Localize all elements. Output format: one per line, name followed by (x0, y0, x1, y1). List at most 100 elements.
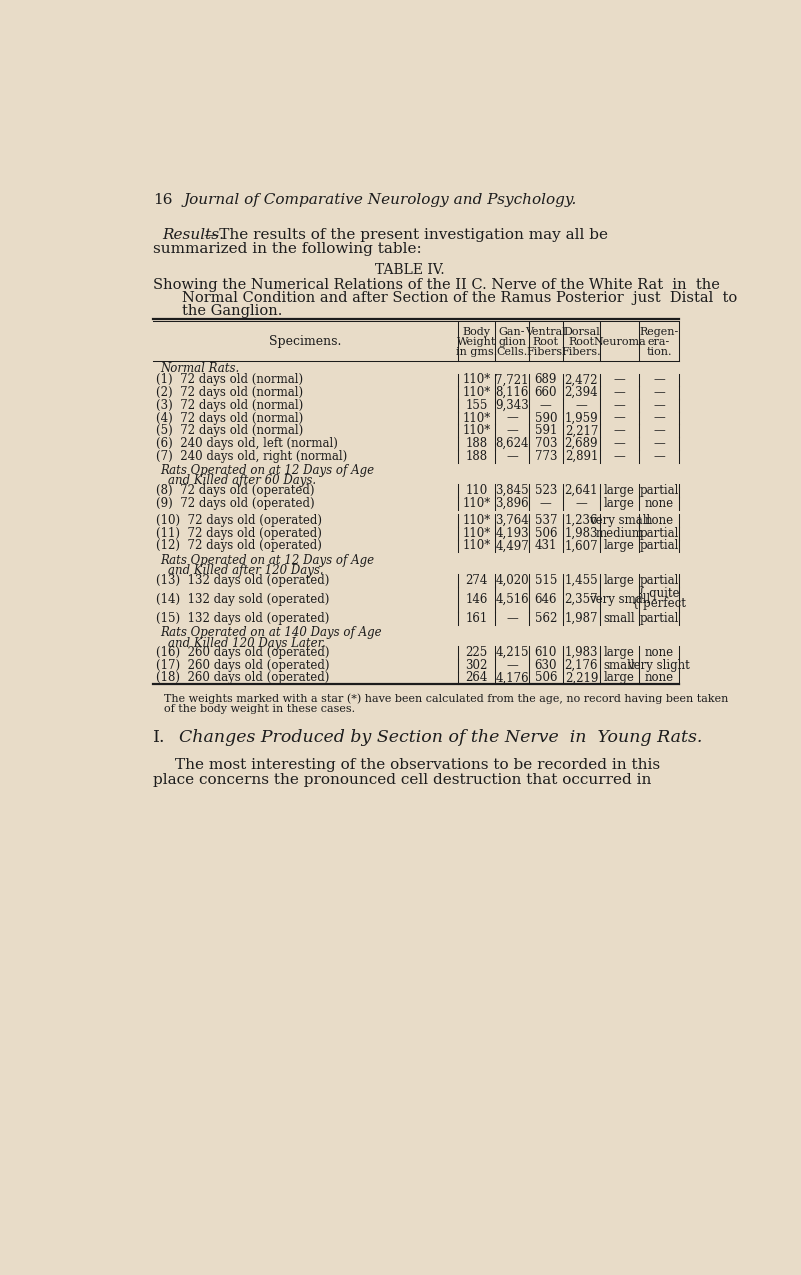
Text: (17)  260 days old (operated): (17) 260 days old (operated) (156, 659, 367, 672)
Text: Root: Root (569, 337, 594, 347)
Text: large: large (604, 646, 635, 659)
Text: 2,357: 2,357 (565, 593, 598, 606)
Text: 4,215: 4,215 (495, 646, 529, 659)
Text: 110*: 110* (463, 539, 491, 552)
Text: 1,987: 1,987 (565, 612, 598, 625)
Text: Fibers.: Fibers. (562, 347, 602, 357)
Text: (13)  132 days old (operated): (13) 132 days old (operated) (156, 574, 367, 586)
Text: small: small (604, 659, 635, 672)
Text: Root: Root (533, 337, 559, 347)
Text: 4,176: 4,176 (495, 672, 529, 685)
Text: 155: 155 (465, 399, 488, 412)
Text: —: — (614, 374, 626, 386)
Text: 2,891: 2,891 (565, 450, 598, 463)
Text: none: none (644, 672, 674, 685)
Text: 302: 302 (465, 659, 488, 672)
Text: of the body weight in these cases.: of the body weight in these cases. (163, 704, 355, 714)
Text: —: — (540, 399, 552, 412)
Text: 2,394: 2,394 (565, 386, 598, 399)
Text: 506: 506 (534, 527, 557, 539)
Text: 3,764: 3,764 (495, 514, 529, 527)
Text: and Killed after 60 Days.: and Killed after 60 Days. (168, 474, 316, 487)
Text: place concerns the pronounced cell destruction that occurred in: place concerns the pronounced cell destr… (153, 773, 651, 787)
Text: large: large (604, 484, 635, 497)
Text: —The results of the present investigation may all be: —The results of the present investigatio… (204, 228, 608, 242)
Text: very small: very small (589, 514, 650, 527)
Text: 9,343: 9,343 (495, 399, 529, 412)
Text: { quite: { quite (638, 586, 680, 599)
Text: —: — (653, 412, 665, 425)
Text: 523: 523 (534, 484, 557, 497)
Text: (8)  72 days old (operated): (8) 72 days old (operated) (156, 484, 352, 497)
Text: Dorsal: Dorsal (563, 326, 600, 337)
Text: I.: I. (153, 729, 165, 746)
Text: 8,624: 8,624 (495, 437, 529, 450)
Text: Body: Body (463, 326, 491, 337)
Text: —: — (614, 412, 626, 425)
Text: —: — (506, 450, 518, 463)
Text: Gan-: Gan- (499, 326, 525, 337)
Text: summarized in the following table:: summarized in the following table: (153, 242, 421, 256)
Text: 562: 562 (534, 612, 557, 625)
Text: (2)  72 days old (normal): (2) 72 days old (normal) (156, 386, 344, 399)
Text: 274: 274 (465, 574, 488, 586)
Text: large: large (604, 672, 635, 685)
Text: very slight: very slight (627, 659, 690, 672)
Text: Changes Produced by Section of the Nerve  in  Young Rats.: Changes Produced by Section of the Nerve… (168, 729, 702, 746)
Text: 188: 188 (465, 450, 488, 463)
Text: Results.: Results. (162, 228, 224, 242)
Text: —: — (576, 399, 587, 412)
Text: 146: 146 (465, 593, 488, 606)
Text: Specimens.: Specimens. (269, 335, 342, 348)
Text: large: large (604, 497, 635, 510)
Text: 630: 630 (534, 659, 557, 672)
Text: 225: 225 (465, 646, 488, 659)
Text: Rats Operated on at 12 Days of Age: Rats Operated on at 12 Days of Age (160, 553, 375, 567)
Text: 1,236: 1,236 (565, 514, 598, 527)
Text: The weights marked with a star (*) have been calculated from the age, no record : The weights marked with a star (*) have … (163, 694, 728, 704)
Text: 773: 773 (534, 450, 557, 463)
Text: —: — (614, 399, 626, 412)
Text: 537: 537 (534, 514, 557, 527)
Text: (18)  260 days old (operated): (18) 260 days old (operated) (156, 672, 367, 685)
Text: 646: 646 (534, 593, 557, 606)
Text: 1,607: 1,607 (565, 539, 598, 552)
Text: partial: partial (639, 539, 678, 552)
Text: 2,689: 2,689 (565, 437, 598, 450)
Text: The most interesting of the observations to be recorded in this: The most interesting of the observations… (175, 759, 660, 773)
Text: Cells.: Cells. (497, 347, 528, 357)
Text: glion: glion (498, 337, 526, 347)
Text: none: none (644, 514, 674, 527)
Text: { perfect: { perfect (632, 597, 686, 611)
Text: —: — (614, 450, 626, 463)
Text: 3,845: 3,845 (495, 484, 529, 497)
Text: Journal of Comparative Neurology and Psychology.: Journal of Comparative Neurology and Psy… (183, 193, 578, 207)
Text: 110*: 110* (463, 497, 491, 510)
Text: 1,455: 1,455 (565, 574, 598, 586)
Text: 1,983: 1,983 (565, 527, 598, 539)
Text: 188: 188 (465, 437, 488, 450)
Text: (14)  132 day sold (operated): (14) 132 day sold (operated) (156, 593, 367, 606)
Text: 3,896: 3,896 (495, 497, 529, 510)
Text: (12)  72 days old (operated): (12) 72 days old (operated) (156, 539, 360, 552)
Text: and Killed after 120 Days.: and Killed after 120 Days. (168, 564, 324, 578)
Text: Neuroma: Neuroma (593, 337, 646, 347)
Text: in gms.: in gms. (456, 347, 497, 357)
Text: 161: 161 (465, 612, 488, 625)
Text: —: — (506, 412, 518, 425)
Text: Rats Operated on at 12 Days of Age: Rats Operated on at 12 Days of Age (160, 464, 375, 477)
Text: 110*: 110* (463, 374, 491, 386)
Text: —: — (540, 497, 552, 510)
Text: 2,472: 2,472 (565, 374, 598, 386)
Text: —: — (506, 425, 518, 437)
Text: 703: 703 (534, 437, 557, 450)
Text: 590: 590 (534, 412, 557, 425)
Text: Showing the Numerical Relations of the II C. Nerve of the White Rat  in  the: Showing the Numerical Relations of the I… (153, 278, 720, 292)
Text: and Killed 120 Days Later.: and Killed 120 Days Later. (168, 636, 326, 649)
Text: 110*: 110* (463, 386, 491, 399)
Text: 110*: 110* (463, 412, 491, 425)
Text: 110*: 110* (463, 527, 491, 539)
Text: 2,217: 2,217 (565, 425, 598, 437)
Text: large: large (604, 539, 635, 552)
Text: Regen-: Regen- (639, 326, 678, 337)
